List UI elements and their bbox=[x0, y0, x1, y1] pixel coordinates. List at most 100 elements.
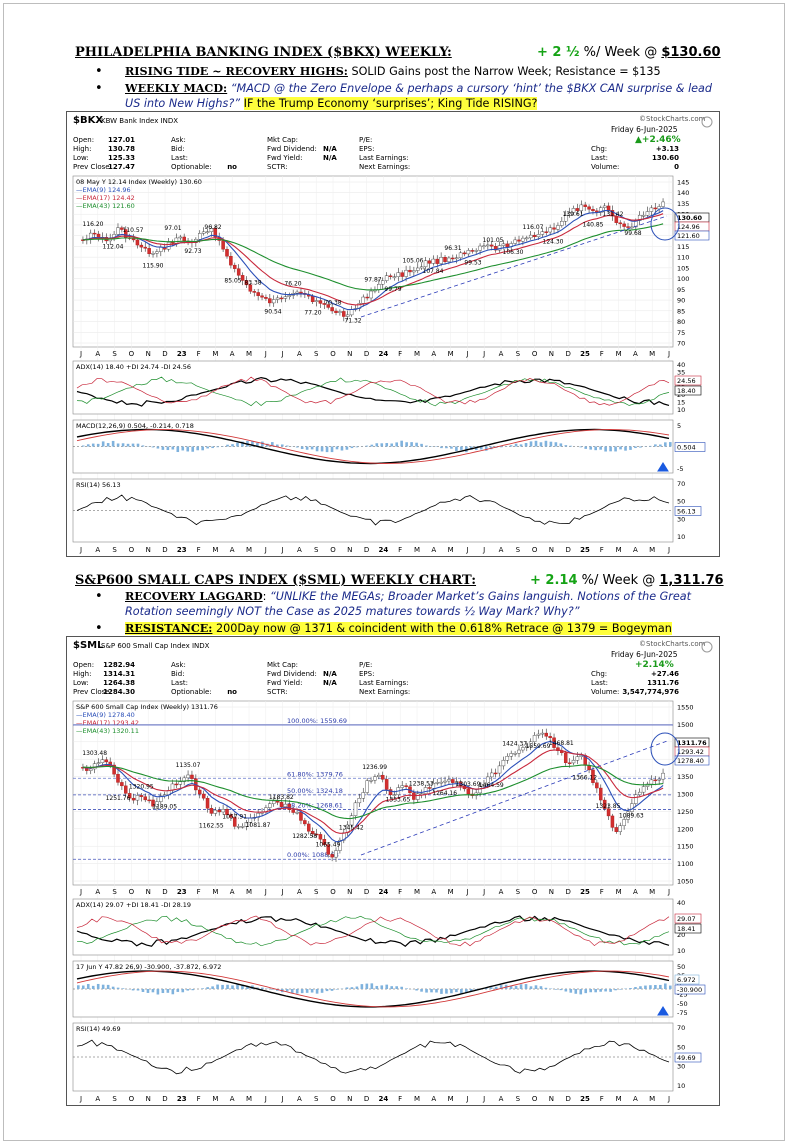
price-annotation: 99.79 bbox=[384, 286, 401, 293]
rsi-value-label: 49.69 bbox=[677, 1054, 696, 1062]
month-tick-label: J bbox=[465, 1095, 468, 1103]
macd-histogram-bar bbox=[116, 987, 120, 989]
macd-histogram-bar bbox=[151, 446, 155, 448]
macd-histogram-bar bbox=[564, 989, 568, 992]
adx-tick-label: 40 bbox=[677, 899, 685, 907]
price-annotation: 1057.91 bbox=[222, 813, 247, 820]
month-tick-label: M bbox=[246, 888, 252, 896]
quote-label: EPS: bbox=[359, 145, 374, 153]
macd-histogram-bar bbox=[231, 985, 234, 989]
price-candle bbox=[147, 799, 151, 802]
price-candle bbox=[528, 234, 533, 239]
price-annotation: 101.05 bbox=[483, 237, 504, 244]
quote-value: 1284.30 bbox=[103, 688, 135, 696]
price-candle bbox=[268, 298, 272, 304]
month-tick-label: J bbox=[281, 546, 284, 554]
month-tick-label: N bbox=[347, 350, 352, 358]
price-candle bbox=[170, 242, 175, 244]
macd-histogram-bar bbox=[450, 989, 453, 994]
bkx-weekly-chart: $BKX KBW Bank Index INDX ©StockCharts.com F… bbox=[66, 111, 720, 557]
price-annotation: 96.82 bbox=[204, 224, 221, 231]
quote-label: Last: bbox=[171, 154, 188, 162]
index-name: S&P 600 Small Cap Index INDX bbox=[101, 642, 210, 650]
price-annotation: 106.30 bbox=[503, 249, 524, 256]
price-candle bbox=[233, 817, 237, 827]
macd-histogram-bar bbox=[151, 989, 155, 993]
month-tick-label: O bbox=[330, 1095, 336, 1103]
price-panel-frame bbox=[72, 700, 674, 886]
price-candle bbox=[521, 237, 525, 242]
macd-histogram-bar bbox=[206, 446, 209, 449]
macd-value-label: -30.900 bbox=[677, 986, 702, 994]
quote-value: +3.13 bbox=[656, 145, 679, 153]
price-candle bbox=[318, 300, 323, 304]
macd-histogram-bar bbox=[181, 446, 185, 451]
price-candle bbox=[334, 850, 338, 858]
macd-histogram-bar bbox=[310, 446, 314, 450]
month-tick-label: J bbox=[79, 888, 82, 896]
quote-label: Last: bbox=[171, 679, 188, 687]
macd-histogram-bar bbox=[251, 440, 254, 447]
price-candle bbox=[392, 794, 397, 796]
month-tick-label: S bbox=[314, 888, 319, 896]
macd-histogram-bar bbox=[330, 446, 334, 453]
settings-icon bbox=[701, 116, 713, 128]
quote-value: 130.60 bbox=[652, 154, 679, 162]
month-tick-label: A bbox=[499, 1095, 504, 1103]
macd-histogram-bar bbox=[101, 441, 105, 447]
price-candle bbox=[587, 765, 591, 771]
macd-histogram-bar bbox=[390, 986, 394, 989]
month-tick-label: F bbox=[600, 888, 604, 896]
month-tick-label: A bbox=[431, 888, 436, 896]
price-candle bbox=[116, 773, 120, 783]
macd-histogram-bar bbox=[241, 441, 244, 447]
rsi-value-box bbox=[674, 506, 702, 516]
price-candle bbox=[349, 815, 354, 826]
price-candle bbox=[326, 304, 330, 308]
month-tick-label: M bbox=[246, 1095, 252, 1103]
rsi-tick-label: 50 bbox=[677, 498, 685, 506]
macd-histogram-bar bbox=[305, 446, 309, 450]
price-candle bbox=[458, 252, 463, 259]
macd-histogram-bar bbox=[96, 983, 100, 989]
price-candle bbox=[131, 797, 136, 801]
macd-histogram-bar bbox=[191, 446, 195, 452]
quote-value: 1314.31 bbox=[103, 670, 135, 678]
month-tick-label: J bbox=[264, 546, 267, 554]
rsi-tick-label: 70 bbox=[677, 480, 685, 488]
quote-label: Last Earnings: bbox=[359, 679, 409, 687]
macd-histogram-bar bbox=[101, 984, 105, 989]
price-candle bbox=[490, 244, 494, 247]
macd-histogram-bar bbox=[529, 986, 533, 989]
quote-label: EPS: bbox=[359, 670, 374, 678]
rsi-line bbox=[76, 1039, 670, 1075]
macd-histogram-bar bbox=[659, 984, 662, 989]
quote-label: Open: bbox=[73, 661, 94, 669]
price-candle bbox=[295, 812, 299, 814]
price-candle bbox=[591, 769, 595, 783]
price-candle bbox=[201, 793, 206, 799]
price-candle bbox=[439, 781, 443, 784]
month-tick-label: S bbox=[112, 350, 117, 358]
price-candle bbox=[517, 749, 521, 754]
gain-value: + 2 ½ bbox=[537, 45, 580, 60]
price-candle bbox=[641, 215, 646, 217]
macd-histogram-bar bbox=[161, 446, 165, 450]
macd-histogram-bar bbox=[111, 986, 115, 989]
macd-histogram-bar bbox=[256, 442, 259, 447]
price-candle bbox=[439, 257, 443, 264]
macd-histogram-bar bbox=[355, 986, 359, 989]
macd-histogram-bar bbox=[236, 984, 239, 989]
quote-label: P/E: bbox=[359, 136, 372, 144]
price-candle bbox=[454, 257, 459, 260]
month-tick-label: M bbox=[448, 350, 454, 358]
quote-value: no bbox=[227, 163, 237, 171]
price-candle bbox=[322, 839, 327, 845]
month-tick-label: J bbox=[79, 1095, 82, 1103]
macd-histogram-bar bbox=[241, 984, 244, 989]
macd-histogram-bar bbox=[300, 446, 304, 450]
price-candle bbox=[143, 246, 147, 249]
price-candle bbox=[205, 231, 210, 233]
last-value-label: 1311.76 bbox=[677, 739, 707, 747]
macd-histogram-bar bbox=[375, 985, 379, 989]
